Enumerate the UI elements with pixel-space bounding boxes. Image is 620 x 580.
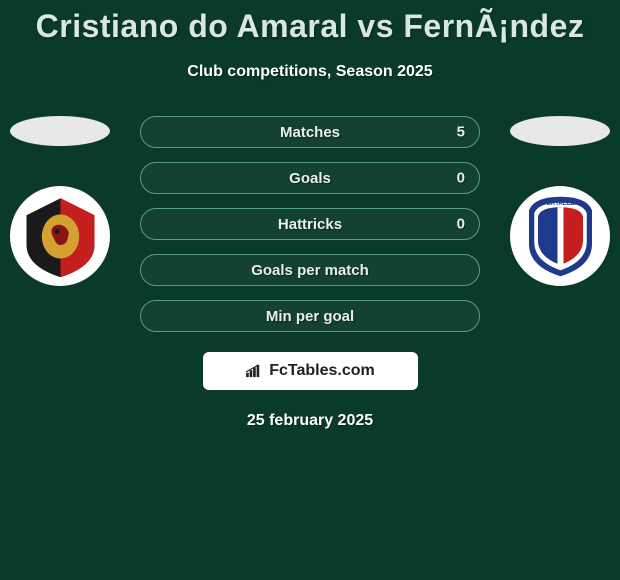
left-column	[0, 116, 120, 286]
stat-row-hattricks: Hattricks 0	[140, 208, 480, 240]
stat-label: Min per goal	[266, 308, 354, 325]
bar-chart-icon	[245, 364, 263, 378]
right-column: FORTALEZA	[500, 116, 620, 286]
fortaleza-crest-icon: FORTALEZA	[523, 194, 598, 279]
stat-value: 0	[457, 170, 465, 187]
stat-label: Matches	[280, 124, 340, 141]
stat-label: Goals	[289, 170, 331, 187]
club-badge-left	[10, 186, 110, 286]
stats-column: Matches 5 Goals 0 Hattricks 0 Goals per …	[140, 116, 480, 332]
stat-row-goals-per-match: Goals per match	[140, 254, 480, 286]
brand-text: FcTables.com	[269, 362, 375, 380]
stat-row-min-per-goal: Min per goal	[140, 300, 480, 332]
page-title: Cristiano do Amaral vs FernÃ¡ndez	[0, 0, 620, 45]
stat-row-matches: Matches 5	[140, 116, 480, 148]
stat-value: 0	[457, 216, 465, 233]
date-line: 25 february 2025	[0, 412, 620, 430]
stat-row-goals: Goals 0	[140, 162, 480, 194]
stat-value: 5	[457, 124, 465, 141]
brand-box: FcTables.com	[203, 352, 418, 390]
club-badge-right: FORTALEZA	[510, 186, 610, 286]
stat-label: Goals per match	[251, 262, 369, 279]
page-subtitle: Club competitions, Season 2025	[0, 63, 620, 81]
content-row: Matches 5 Goals 0 Hattricks 0 Goals per …	[0, 116, 620, 332]
svg-text:FORTALEZA: FORTALEZA	[542, 201, 579, 207]
player-photo-placeholder-left	[10, 116, 110, 146]
stat-label: Hattricks	[278, 216, 342, 233]
player-photo-placeholder-right	[510, 116, 610, 146]
sport-recife-crest-icon	[18, 194, 103, 279]
